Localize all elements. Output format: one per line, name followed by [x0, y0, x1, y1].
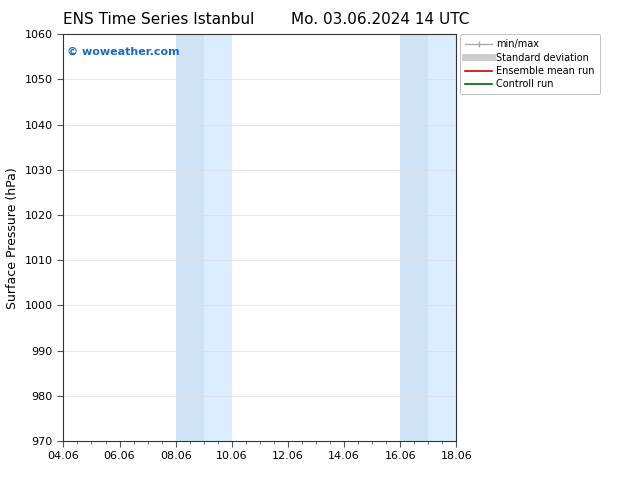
Bar — [204, 34, 232, 441]
Bar — [429, 34, 456, 441]
Bar — [400, 34, 429, 441]
Legend: min/max, Standard deviation, Ensemble mean run, Controll run: min/max, Standard deviation, Ensemble me… — [460, 34, 600, 94]
Text: ENS Time Series Istanbul: ENS Time Series Istanbul — [63, 12, 254, 27]
Text: © woweather.com: © woweather.com — [67, 47, 180, 56]
Text: Mo. 03.06.2024 14 UTC: Mo. 03.06.2024 14 UTC — [291, 12, 470, 27]
Y-axis label: Surface Pressure (hPa): Surface Pressure (hPa) — [6, 167, 19, 309]
Bar — [176, 34, 204, 441]
